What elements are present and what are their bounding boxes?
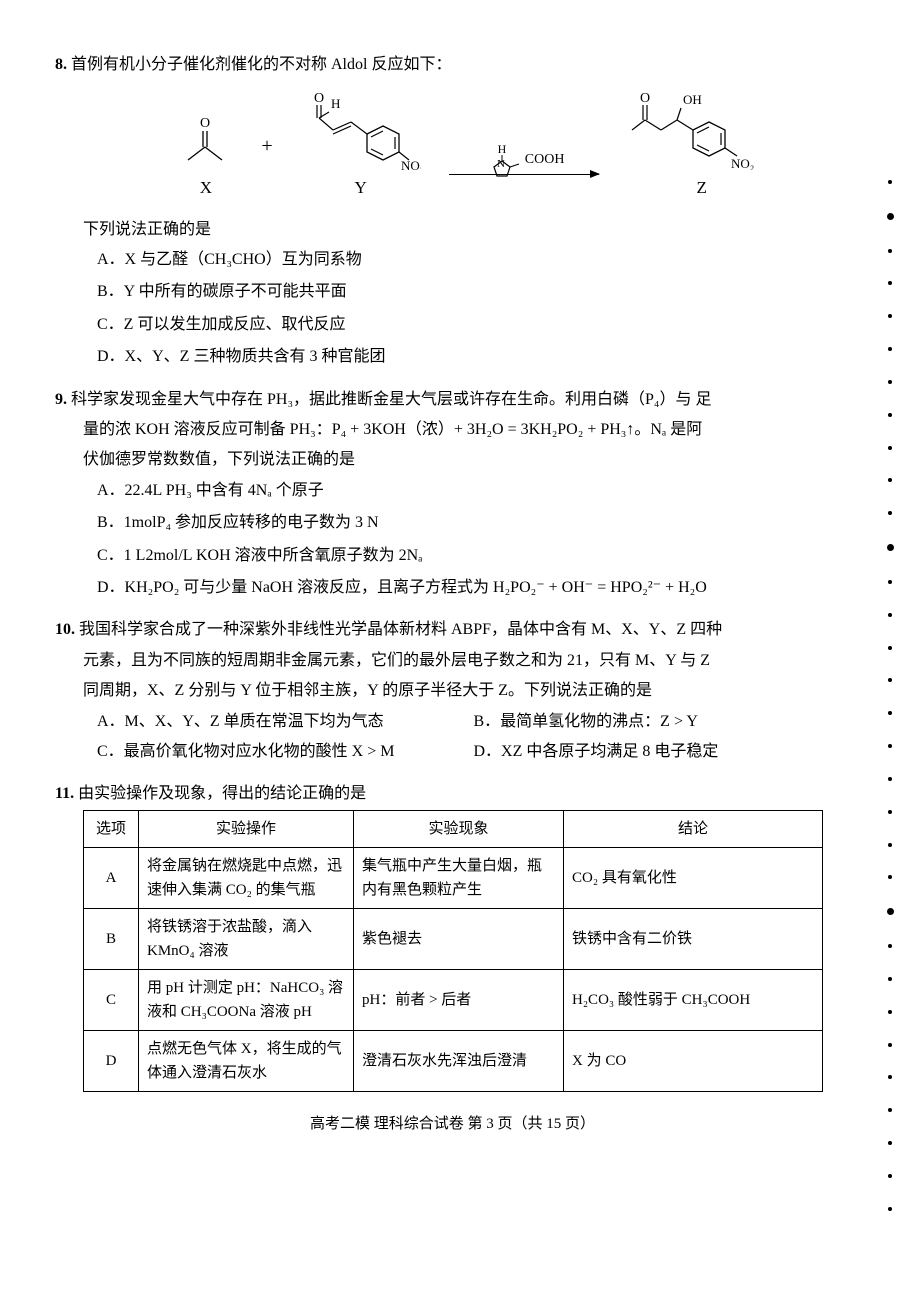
label-x: X <box>200 172 212 204</box>
q11-stem-text: 由实验操作及现象，得出的结论正确的是 <box>78 785 366 802</box>
q9-stem-2: 量的浓 KOH 溶液反应可制备 PH₃：P₄ + 3KOH（浓）+ 3H₂O =… <box>55 415 850 445</box>
q9-choices: A．22.4L PH₃ 中含有 4Nₐ 个原子 B．1molP₄ 参加反应转移的… <box>55 476 850 604</box>
svg-text:O: O <box>314 91 324 106</box>
q10-choice-a: A．M、X、Y、Z 单质在常温下均为气态 <box>97 707 474 737</box>
cell-ph: 紫色褪去 <box>354 908 564 969</box>
question-10: 10. 我国科学家合成了一种深紫外非线性光学晶体新材料 ABPF，晶体中含有 M… <box>55 615 850 767</box>
table-row: C 用 pH 计测定 pH：NaHCO₃ 溶液和 CH₃COONa 溶液 pH … <box>84 969 823 1030</box>
cell-ph: 集气瓶中产生大量白烟，瓶内有黑色颗粒产生 <box>354 847 564 908</box>
svg-text:NO₂: NO₂ <box>731 156 754 170</box>
q9-stem: 9. 科学家发现金星大气中存在 PH₃，据此推断金星大气层或许存在生命。利用白磷… <box>55 385 850 415</box>
svg-text:O: O <box>200 116 210 131</box>
label-z: Z <box>696 172 706 204</box>
cell-opt: B <box>84 908 139 969</box>
cell-op: 用 pH 计测定 pH：NaHCO₃ 溶液和 CH₃COONa 溶液 pH <box>139 969 354 1030</box>
q10-stem-1: 我国科学家合成了一种深紫外非线性光学晶体新材料 ABPF，晶体中含有 M、X、Y… <box>79 621 722 638</box>
cell-opt: C <box>84 969 139 1030</box>
q8-number: 8. <box>55 56 67 73</box>
cell-opt: A <box>84 847 139 908</box>
reaction-arrow: H N COOH <box>449 144 599 175</box>
catalyst-cooh: COOH <box>525 147 565 174</box>
plus-sign: + <box>261 127 272 165</box>
q9-choice-a: A．22.4L PH₃ 中含有 4Nₐ 个原子 <box>97 476 850 506</box>
th-phenomenon: 实验现象 <box>354 810 564 847</box>
molecule-z: O OH NO₂ Z <box>627 90 777 204</box>
experiment-table: 选项 实验操作 实验现象 结论 A 将金属钠在燃烧匙中点燃，迅速伸入集满 CO₂… <box>83 810 823 1092</box>
q10-row1: A．M、X、Y、Z 单质在常温下均为气态 B．最简单氢化物的沸点：Z > Y <box>55 707 850 737</box>
q10-number: 10. <box>55 621 75 638</box>
q9-stem-1: 科学家发现金星大气中存在 PH₃，据此推断金星大气层或许存在生命。利用白磷（P₄… <box>71 391 712 408</box>
table-row: A 将金属钠在燃烧匙中点燃，迅速伸入集满 CO₂ 的集气瓶 集气瓶中产生大量白烟… <box>84 847 823 908</box>
table-header-row: 选项 实验操作 实验现象 结论 <box>84 810 823 847</box>
nitro-aldehyde-icon: O H NO₂ <box>301 90 421 170</box>
svg-text:NO₂: NO₂ <box>401 158 421 170</box>
cell-op: 点燃无色气体 X，将生成的气体通入澄清石灰水 <box>139 1030 354 1091</box>
molecule-y: O H NO₂ Y <box>301 90 421 204</box>
label-y: Y <box>355 172 367 204</box>
q10-choice-b: B．最简单氢化物的沸点：Z > Y <box>474 707 851 737</box>
catalyst-h: H <box>497 144 506 156</box>
q8-choices: A．X 与乙醛（CH₃CHO）互为同系物 B．Y 中所有的碳原子不可能共平面 C… <box>55 245 850 373</box>
q10-choice-d: D．XZ 中各原子均满足 8 电子稳定 <box>474 737 851 767</box>
q11-number: 11. <box>55 785 74 802</box>
q10-row2: C．最高价氧化物对应水化物的酸性 X > M D．XZ 中各原子均满足 8 电子… <box>55 737 850 767</box>
svg-text:H: H <box>331 96 340 111</box>
svg-text:OH: OH <box>683 92 702 107</box>
question-11: 11. 由实验操作及现象，得出的结论正确的是 选项 实验操作 实验现象 结论 A… <box>55 779 850 1091</box>
q8-choice-d: D．X、Y、Z 三种物质共含有 3 种官能团 <box>97 342 850 372</box>
q10-stem: 10. 我国科学家合成了一种深紫外非线性光学晶体新材料 ABPF，晶体中含有 M… <box>55 615 850 645</box>
th-option: 选项 <box>84 810 139 847</box>
cell-ph: 澄清石灰水先浑浊后澄清 <box>354 1030 564 1091</box>
page-footer: 高考二模 理科综合试卷 第 3 页（共 15 页） <box>55 1110 850 1139</box>
svg-text:N: N <box>497 158 505 170</box>
q8-choice-a: A．X 与乙醛（CH₃CHO）互为同系物 <box>97 245 850 275</box>
q10-stem-2: 元素，且为不同族的短周期非金属元素，它们的最外层电子数之和为 21，只有 M、Y… <box>55 646 850 676</box>
cell-opt: D <box>84 1030 139 1091</box>
cell-con: 铁锈中含有二价铁 <box>564 908 823 969</box>
q10-stem-3: 同周期，X、Z 分别与 Y 位于相邻主族，Y 的原子半径大于 Z。下列说法正确的… <box>55 676 850 706</box>
cell-op: 将金属钠在燃烧匙中点燃，迅速伸入集满 CO₂ 的集气瓶 <box>139 847 354 908</box>
q9-choice-c: C．1 L2mol/L KOH 溶液中所含氧原子数为 2Nₐ <box>97 541 850 571</box>
proline-icon: H N <box>483 144 521 178</box>
svg-text:O: O <box>640 91 650 106</box>
question-9: 9. 科学家发现金星大气中存在 PH₃，据此推断金星大气层或许存在生命。利用白磷… <box>55 385 850 604</box>
question-8: 8. 首例有机小分子催化剂催化的不对称 Aldol 反应如下： O X + O … <box>55 50 850 373</box>
q8-choice-b: B．Y 中所有的碳原子不可能共平面 <box>97 277 850 307</box>
cell-con: X 为 CO <box>564 1030 823 1091</box>
molecule-x: O X <box>178 115 233 204</box>
binding-dots <box>888 180 892 1211</box>
product-z-icon: O OH NO₂ <box>627 90 777 170</box>
q9-choice-b: B．1molP₄ 参加反应转移的电子数为 3 N <box>97 508 850 538</box>
q8-stem-text: 首例有机小分子催化剂催化的不对称 Aldol 反应如下： <box>71 56 451 73</box>
cell-ph: pH：前者 > 后者 <box>354 969 564 1030</box>
q11-stem: 11. 由实验操作及现象，得出的结论正确的是 <box>55 779 850 809</box>
cell-con: CO₂ 具有氧化性 <box>564 847 823 908</box>
cell-op: 将铁锈溶于浓盐酸，滴入 KMnO₄ 溶液 <box>139 908 354 969</box>
q10-choice-c: C．最高价氧化物对应水化物的酸性 X > M <box>97 737 474 767</box>
arrow-line-icon <box>449 174 599 175</box>
table-row: B 将铁锈溶于浓盐酸，滴入 KMnO₄ 溶液 紫色褪去 铁锈中含有二价铁 <box>84 908 823 969</box>
q8-choice-c: C．Z 可以发生加成反应、取代反应 <box>97 310 850 340</box>
cell-con: H₂CO₃ 酸性弱于 CH₃COOH <box>564 969 823 1030</box>
q8-stem: 8. 首例有机小分子催化剂催化的不对称 Aldol 反应如下： <box>55 50 850 80</box>
catalyst: H N COOH <box>483 144 565 178</box>
q9-number: 9. <box>55 391 67 408</box>
acetone-icon: O <box>178 115 233 170</box>
q9-stem-3: 伏伽德罗常数数值，下列说法正确的是 <box>55 445 850 475</box>
th-conclusion: 结论 <box>564 810 823 847</box>
reaction-scheme: O X + O H <box>105 90 850 204</box>
q9-choice-d: D．KH₂PO₂ 可与少量 NaOH 溶液反应，且离子方程式为 H₂PO₂⁻ +… <box>97 573 850 603</box>
table-row: D 点燃无色气体 X，将生成的气体通入澄清石灰水 澄清石灰水先浑浊后澄清 X 为… <box>84 1030 823 1091</box>
th-operation: 实验操作 <box>139 810 354 847</box>
q8-sub: 下列说法正确的是 <box>55 215 850 245</box>
